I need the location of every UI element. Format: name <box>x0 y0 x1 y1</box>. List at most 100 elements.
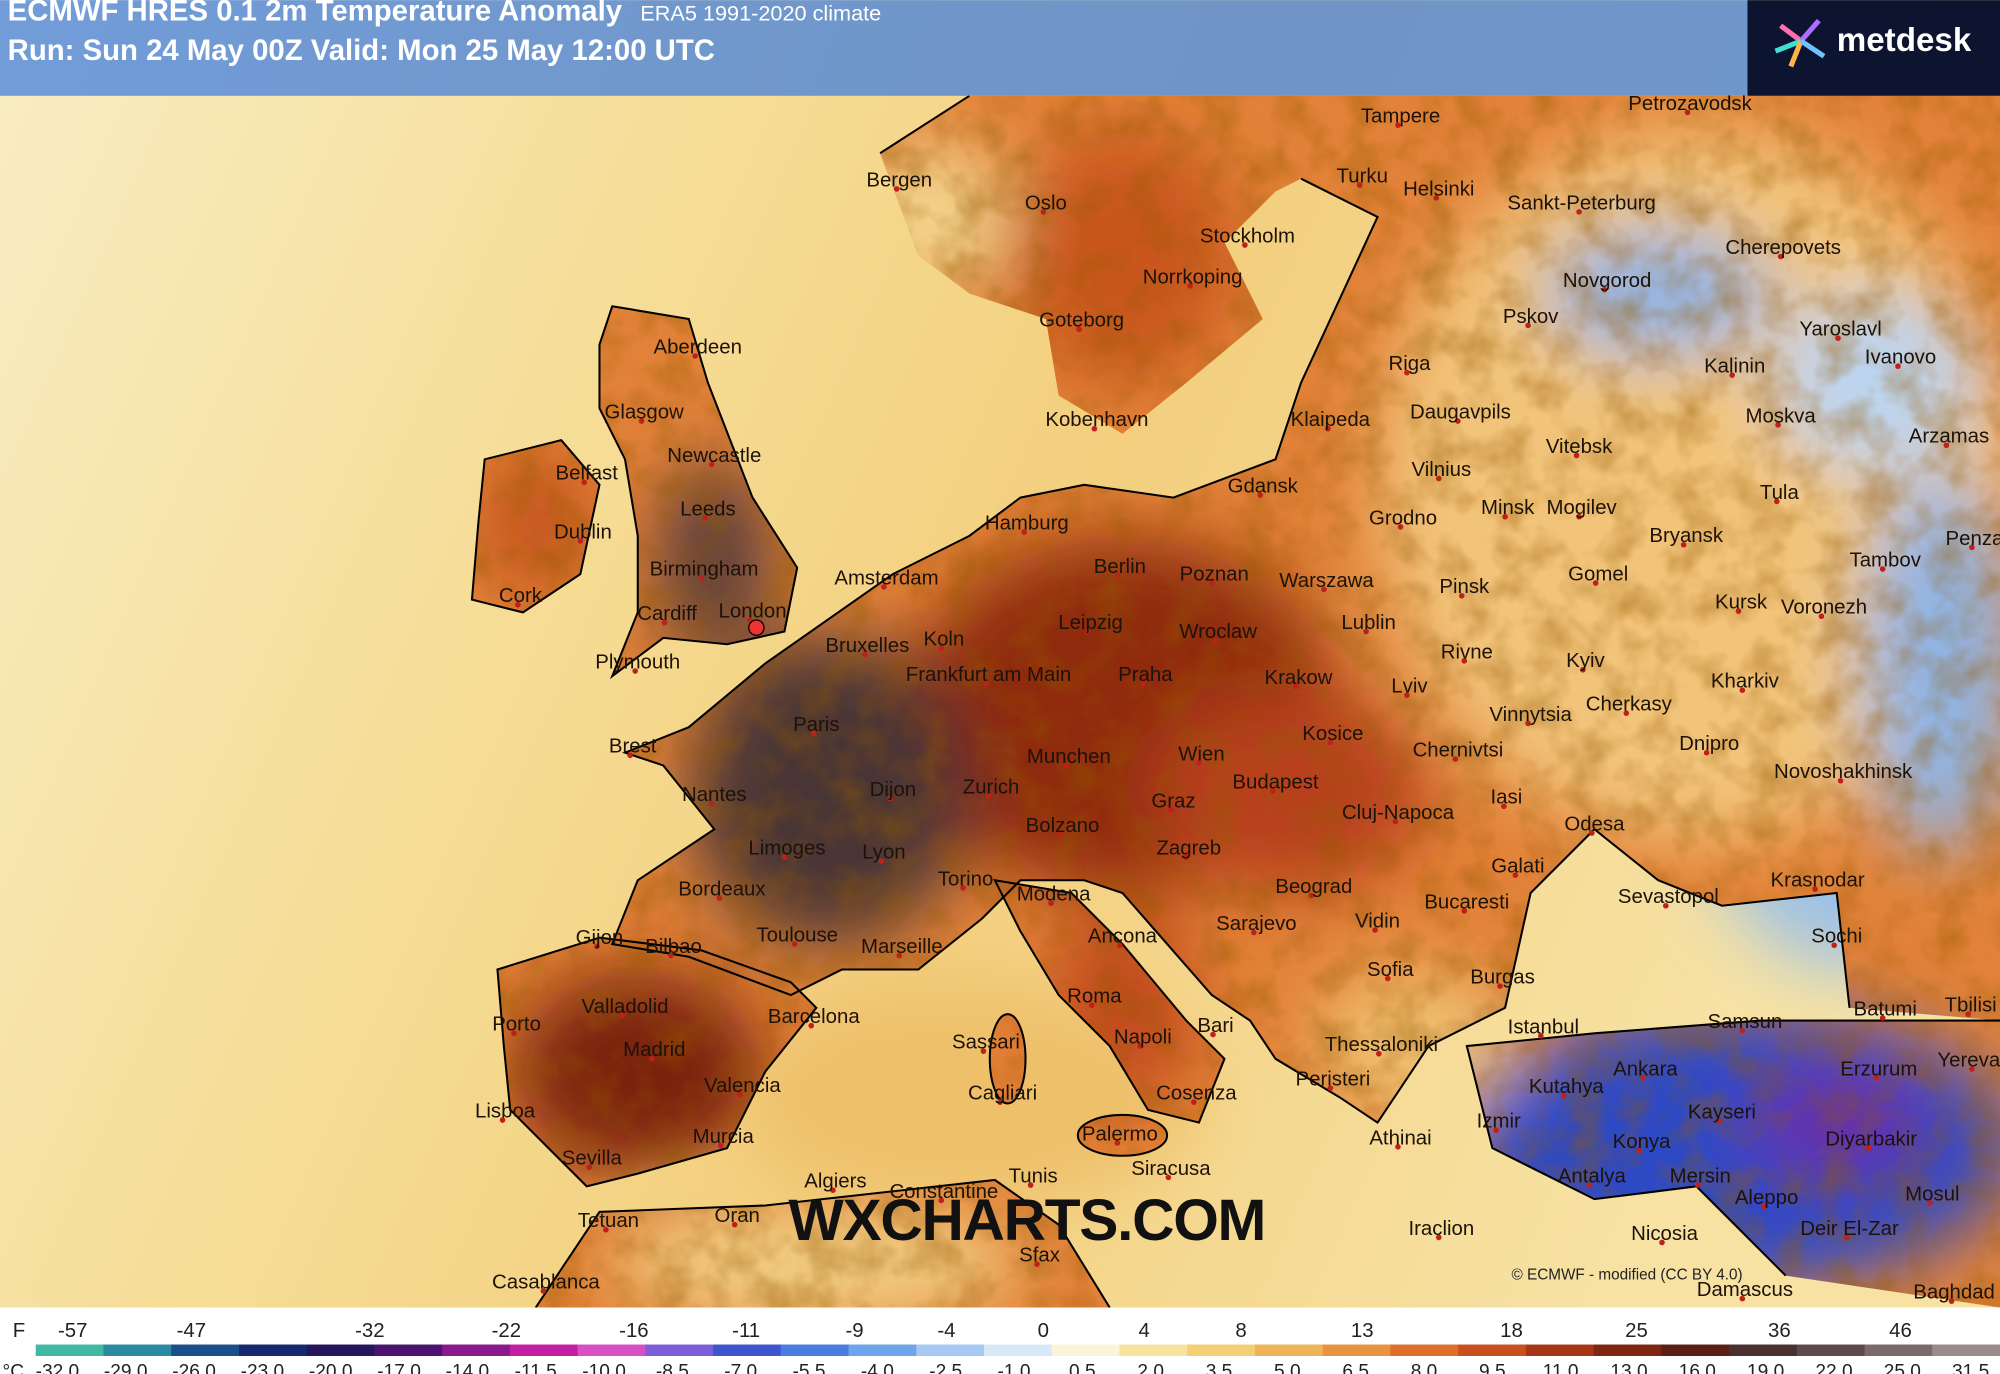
city-dot <box>896 952 903 959</box>
city-dot <box>540 1288 547 1294</box>
city-label: Bolzano <box>1026 815 1100 837</box>
city-dot <box>1502 513 1508 520</box>
city-label: Praha <box>1118 664 1173 686</box>
logo-mark <box>1774 18 1826 68</box>
city-label: Burgas <box>1470 967 1535 989</box>
city-dot <box>1818 613 1825 620</box>
city-dot <box>1027 1182 1034 1188</box>
city-dot <box>627 752 633 759</box>
city-dot <box>577 538 584 544</box>
city-label: Lisboa <box>475 1100 536 1122</box>
city-dot <box>1493 1127 1499 1134</box>
city-label: Cosenza <box>1156 1083 1237 1105</box>
city-label: Kharkiv <box>1711 671 1780 693</box>
city-label: Sfax <box>1019 1245 1060 1267</box>
city-label: Yaroslavl <box>1799 319 1881 341</box>
city-label: Vitebsk <box>1546 436 1613 458</box>
city-dot <box>668 952 674 959</box>
city-label: Damascus <box>1697 1279 1793 1301</box>
city-label: Wroclaw <box>1179 621 1257 643</box>
city-label: Helsinki <box>1403 178 1474 200</box>
watermark: WXCHARTS.COM <box>788 1188 1265 1253</box>
c-label: -20.0 <box>309 1362 353 1374</box>
scale-swatch <box>1661 1344 1730 1357</box>
f-label: 4 <box>1138 1320 1149 1342</box>
city-label: Krasnodar <box>1771 870 1865 892</box>
city-dot <box>830 1187 836 1193</box>
city-label: Zagreb <box>1156 838 1221 860</box>
city-label: Leeds <box>680 498 736 520</box>
c-label: -23.0 <box>241 1362 285 1374</box>
legend-labels: -57 -47 -32 -22 -16 -11 -9 -4 0 4 8 13 18 25 36 46 -32.0… <box>36 1320 1990 1374</box>
c-label: 25.0 <box>1884 1362 1921 1374</box>
city-label: Ankara <box>1613 1058 1678 1080</box>
f-label: -57 <box>58 1320 87 1342</box>
city-dot <box>1831 942 1837 949</box>
city-dot <box>1435 475 1442 482</box>
city-label: Goteborg <box>1039 310 1124 332</box>
city-label: Plymouth <box>595 652 680 674</box>
city-label: Thessaloniki <box>1325 1034 1438 1056</box>
city-dot <box>731 1221 738 1228</box>
credit: © ECMWF - modified (CC BY 4.0) <box>1511 1266 1742 1283</box>
city-dot <box>960 885 966 891</box>
city-label: Klaipeda <box>1291 409 1371 431</box>
city-dot <box>808 1022 815 1029</box>
city-dot <box>1461 658 1468 664</box>
city-dot <box>1363 628 1369 635</box>
city-dot <box>938 1197 945 1204</box>
city-label: Daugavpils <box>1410 402 1511 424</box>
city-label: Dublin <box>554 521 612 543</box>
city-dot <box>1694 1182 1701 1188</box>
city-dot <box>1716 1118 1723 1125</box>
city-label: Novgorod <box>1563 270 1651 292</box>
scale-swatch <box>306 1344 376 1357</box>
city-label: Cork <box>499 585 543 607</box>
city-label: Novoshakhinsk <box>1774 761 1913 783</box>
city-dot <box>1137 1043 1144 1049</box>
city-label: Bari <box>1197 1015 1233 1037</box>
c-label: -5.5 <box>793 1362 826 1374</box>
city-label: Tbilisi <box>1945 995 1997 1017</box>
city-dot <box>1623 710 1630 716</box>
city-label: Voronezh <box>1781 597 1867 619</box>
c-label: 0.5 <box>1069 1362 1096 1374</box>
city-dot <box>692 353 698 359</box>
city-dot <box>1573 452 1580 459</box>
city-dot <box>1034 1261 1040 1267</box>
city-dot <box>1165 1174 1172 1181</box>
city-label: Bucaresti <box>1424 891 1509 913</box>
c-label: 13.0 <box>1610 1362 1647 1374</box>
city-label: Torino <box>938 868 994 890</box>
city-dot <box>1835 335 1841 341</box>
city-dot <box>717 1142 724 1149</box>
city-label: Napoli <box>1114 1027 1172 1049</box>
city-label: Graz <box>1151 791 1195 813</box>
climate-note: ERA5 1991-2020 climate <box>640 1 881 26</box>
city-label: Tambov <box>1850 549 1922 571</box>
city-label: Mersin <box>1670 1166 1731 1188</box>
c-label: 2.0 <box>1137 1362 1164 1374</box>
city-dot <box>708 461 715 468</box>
city-label: Warszawa <box>1279 570 1374 592</box>
city-label: Baghdad <box>1913 1282 1995 1304</box>
city-label: Dnipro <box>1679 733 1739 755</box>
city-dot <box>1761 1203 1767 1210</box>
city-label: Riga <box>1388 353 1431 375</box>
logo: metdesk <box>1837 22 1972 59</box>
city-dot <box>1140 681 1146 687</box>
city-dot <box>1592 580 1599 586</box>
city-dot <box>1114 572 1121 579</box>
city-label: Valladolid <box>582 996 669 1018</box>
city-label: Kobenhavn <box>1045 409 1148 431</box>
city-dot <box>1212 637 1219 644</box>
city-label: Petrozavodsk <box>1628 93 1752 115</box>
coastlines <box>470 94 2000 1309</box>
city-label: Modena <box>1017 884 1091 906</box>
city-label: Bordeaux <box>678 879 765 901</box>
city-label: Lyon <box>862 842 905 864</box>
city-label: Roma <box>1067 986 1122 1008</box>
city-label: Ivanovo <box>1865 347 1936 369</box>
city-label: Sochi <box>1811 926 1862 948</box>
city-dot <box>1969 1066 1975 1072</box>
